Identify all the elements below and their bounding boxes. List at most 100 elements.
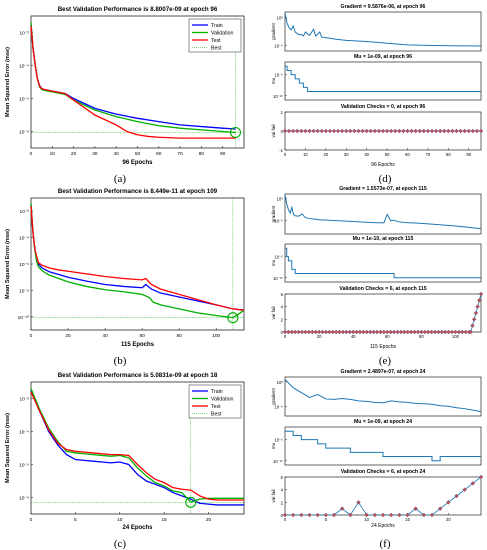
chart-e-validation-checks-marker [478,291,484,297]
chart-e-validation-checks-marker [398,329,404,335]
chart-d-validation-checks-marker [327,128,333,134]
chart-f-validation-checks-marker [470,481,476,486]
chart-f-validation-checks-y-tick-label: 6 [281,475,284,480]
chart-e-validation-checks-marker [316,329,322,335]
chart-e-validation-checks-marker [289,329,295,335]
chart-d-mu-title: Mu = 1e-09, at epoch 96 [354,54,412,60]
panel-label-d: (d) [379,173,392,185]
chart-e-mu-y-axis-label: mu [271,259,276,266]
chart-c-x-tick-label: 10 [117,517,123,523]
chart-f-validation-checks-x-tick-label: 5 [325,517,328,522]
chart-a-x-tick-label: 70 [177,151,183,157]
chart-e-validation-checks-marker [425,329,431,335]
chart-e-validation-checks-x-tick-label: 60 [385,334,390,339]
chart-d-validation-checks-marker [380,128,386,134]
chart-e-validation-checks-plot-area [284,293,482,333]
chart-e-validation-checks-x-tick-label: 20 [317,334,322,339]
chart-d-validation-checks-x-tick-label: 20 [323,152,328,157]
chart-d-validation-checks-x-tick-label: 50 [385,152,390,157]
chart-d-validation-checks-x-axis-label: 96 Epochs [371,162,395,168]
chart-f-validation-checks-y-tick-label: 0 [281,513,284,518]
chart-e-validation-checks-marker [286,329,291,335]
chart-f-gradient-title: Gradient = 2.4897e-07, at epoch 24 [341,369,426,375]
chart-e-validation-checks-marker [292,329,298,335]
chart-e-gradient-line [284,194,482,230]
chart-e-validation-checks-y-tick-label: 4 [281,305,284,310]
chart-d-validation-checks-marker [295,128,300,134]
chart-e-validation-checks-marker [282,329,288,335]
chart-d-validation-checks-marker [401,128,406,134]
chart-d-validation-checks-marker [421,128,427,134]
chart-a-x-tick-label: 50 [135,151,141,157]
chart-b-x-tick-label: 80 [177,333,183,339]
chart-d-validation-checks-x-tick-label: 0 [284,152,287,157]
panel-label-b: (b) [114,355,127,367]
chart-b-series-validation-line [30,203,245,319]
chart-e-validation-checks-marker [344,329,349,335]
chart-d-validation-checks-marker [319,128,324,134]
chart-b-x-tick-label: 40 [102,333,108,339]
chart-b-plot-area [30,197,245,331]
chart-a-x-tick-label: 60 [156,151,162,157]
chart-d-validation-checks-y-tick-label: 1 [281,110,284,115]
chart-e-validation-checks-x-tick-label: 0 [284,334,287,339]
chart-e-validation-checks-marker [320,329,325,335]
chart-d-mu-y-axis-label: mu [271,77,276,84]
chart-d-mu-line [285,65,481,93]
chart-a-y-tick-label: 10⁻⁶ [19,97,29,103]
chart-e-validation-checks-marker [412,329,417,335]
chart-e-validation-checks-y-axis-label: val fail [271,306,276,319]
chart-a-legend-label-best: Best [211,46,222,52]
chart-c-x-tick-label: 15 [161,517,167,523]
chart-c-x-tick-label: 20 [206,517,212,523]
chart-c-legend-label-test: Test [211,404,221,410]
chart-d-gradient-line [284,13,482,47]
chart-e-validation-checks-marker [432,329,438,335]
chart-c-series-train-line [30,390,244,506]
chart-f-validation-checks-marker [454,493,459,499]
chart-e-validation-checks-marker [391,329,397,335]
chart-e-validation-checks-marker [419,329,424,335]
chart-f-validation-checks-marker [356,500,361,505]
chart-d-validation-checks-marker [450,128,455,134]
chart-e-validation-checks-marker [327,329,332,335]
chart-f-validation-checks-marker [388,512,394,518]
chart-d-validation-checks-marker [303,128,308,134]
chart-e-validation-checks-marker [378,329,383,335]
chart-f-validation-checks-marker [429,512,435,518]
chart-f-gradient-line [284,379,482,413]
chart-e-validation-checks-marker [453,329,458,335]
chart-a-x-tick-label: 40 [114,151,120,157]
chart-e-validation-checks-marker [388,329,393,335]
chart-d-validation-checks-marker [405,128,410,134]
chart-f-mu-line [285,430,481,462]
chart-a-legend-label-test: Test [211,38,221,44]
chart-c-legend-label-train: Train [211,389,223,395]
chart-e-validation-checks-marker [460,329,465,335]
chart-b-x-tick-label: 20 [65,333,71,339]
chart-f-mu-y-tick-label: 10⁻¹⁰ [273,459,283,464]
chart-d-mu-y-tick-label: 10⁻⁵ [274,73,283,78]
chart-d-validation-checks-marker [344,128,349,134]
chart-d-gradient-y-tick-label: 10⁻⁵ [274,43,283,48]
chart-f-validation-checks-x-tick-label: 20 [446,517,451,522]
chart-c-y-axis-label: Mean Squared Error (mse) [5,413,11,483]
chart-b-y-tick-label: 10⁻¹⁰ [18,315,29,321]
chart-e-validation-checks-x-tick-label: 100 [452,334,460,339]
chart-e-mu-title: Mu = 1e-10, at epoch 115 [353,236,414,242]
chart-e-validation-checks-marker [471,317,477,322]
chart-f-validation-checks-marker [339,506,345,511]
chart-c-best-marker [185,496,197,508]
chart-e-gradient-y-axis-label: gradient [271,205,276,222]
chart-c-y-tick-label: 10⁻² [20,397,30,403]
chart-d-validation-checks-marker [368,128,373,134]
chart-d-validation-checks-y-tick-label: 0 [281,129,284,134]
chart-d-validation-checks-marker [307,128,312,134]
chart-f-validation-checks-marker [405,512,410,518]
chart-d-validation-checks-marker [348,128,353,134]
chart-e-validation-checks-marker [357,329,363,335]
chart-d-validation-checks-marker [470,128,476,134]
chart-d-validation-checks-marker [454,128,459,134]
chart-f-validation-checks-y-tick-label: 4 [281,488,284,493]
chart-e-validation-checks-x-tick-label: 40 [351,334,356,339]
